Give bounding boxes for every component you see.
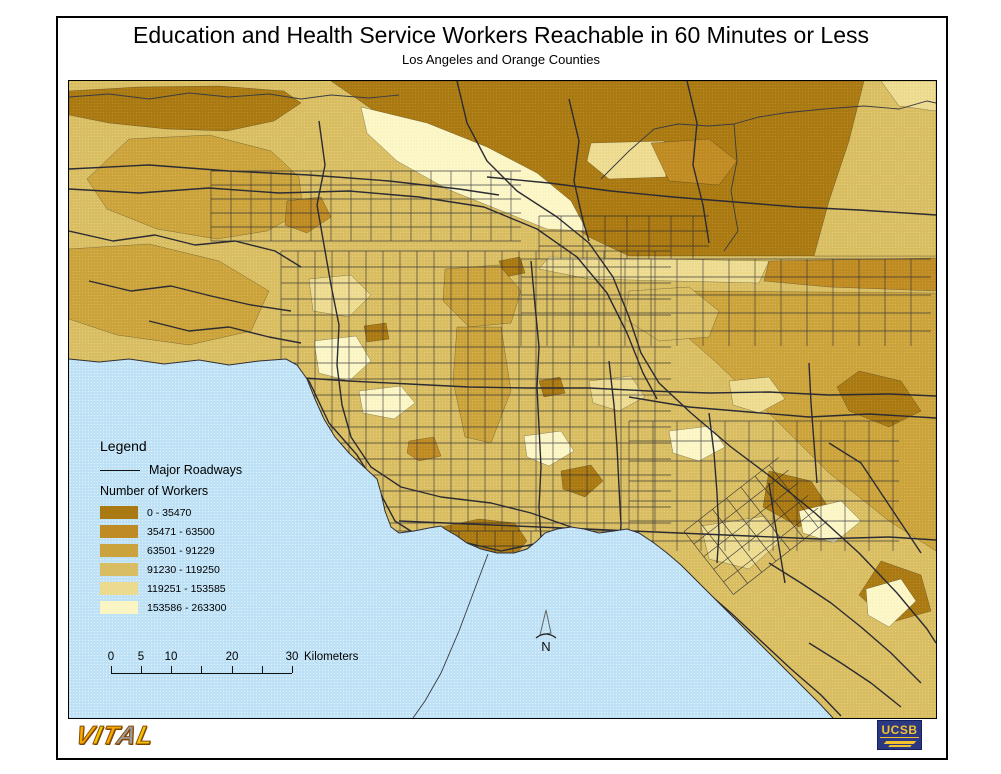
ucsb-logo-wave-2 [887, 745, 912, 747]
legend-class-list: 0 - 35470 35471 - 63500 63501 - 91229 91230… [100, 506, 242, 614]
legend-class-label: 0 - 35470 [147, 506, 192, 519]
north-arrow-icon: N [535, 609, 557, 654]
ucsb-logo-text: UCSB [880, 723, 919, 738]
title-block: Education and Health Service Workers Rea… [56, 22, 946, 67]
scale-tick [262, 666, 263, 673]
legend-swatch [100, 525, 138, 538]
scale-tick [292, 666, 293, 673]
legend-swatch [100, 582, 138, 595]
legend-class-label: 35471 - 63500 [147, 525, 215, 538]
land-layer [69, 81, 936, 718]
legend-heading: Legend [100, 438, 147, 454]
legend-class-row: 35471 - 63500 [100, 525, 242, 538]
north-arrow-arc [535, 633, 557, 639]
north-arrow-triangle [539, 609, 552, 636]
ucsb-logo: UCSB [877, 720, 922, 750]
scale-tick [111, 666, 112, 673]
scale-tick [201, 666, 202, 673]
legend-class-row: 153586 - 263300 [100, 601, 242, 614]
scale-bar-line [111, 673, 292, 674]
legend-class-label: 91230 - 119250 [147, 563, 220, 576]
scale-tick [232, 666, 233, 673]
legend-roadways-row: Major Roadways [100, 463, 242, 477]
scale-unit-label: Kilometers [304, 651, 359, 663]
legend-class-label: 153586 - 263300 [147, 601, 227, 614]
legend-swatch [100, 544, 138, 557]
road-grid-layer [210, 170, 931, 611]
county-line-ocean [412, 553, 489, 718]
scale-tick [171, 666, 172, 673]
scale-label: 5 [137, 651, 145, 663]
scale-bar: 0 5 10 20 30 Kilometers [100, 650, 420, 678]
scale-label: 10 [164, 651, 178, 663]
legend-class-row: 63501 - 91229 [100, 544, 242, 557]
page-title: Education and Health Service Workers Rea… [133, 22, 869, 48]
legend-class-row: 0 - 35470 [100, 506, 242, 519]
vital-logo: VITAL [72, 720, 158, 751]
legend-roadways-label: Major Roadways [149, 463, 243, 477]
map-svg [69, 81, 936, 718]
freeway-layer [69, 81, 936, 717]
legend-workers-heading: Number of Workers [100, 484, 209, 498]
legend-swatch [100, 601, 138, 614]
legend-class-row: 119251 - 153585 [100, 582, 242, 595]
roadway-line-symbol [100, 469, 140, 471]
map-legend: Legend Major Roadways Number of Workers … [100, 438, 242, 620]
scale-label: 20 [225, 651, 239, 663]
map-canvas [68, 80, 937, 719]
page-border [56, 16, 948, 760]
scale-tick [141, 666, 142, 673]
legend-swatch [100, 563, 138, 576]
boundary-layer [69, 92, 936, 252]
ucsb-logo-wave [883, 741, 916, 744]
legend-class-label: 63501 - 91229 [147, 544, 215, 557]
legend-class-row: 91230 - 119250 [100, 563, 242, 576]
legend-swatch [100, 506, 138, 519]
page-subtitle: Los Angeles and Orange Counties [401, 52, 601, 67]
coastline [69, 358, 834, 718]
scale-label: 0 [107, 651, 115, 663]
scale-label: 30 [285, 651, 299, 663]
legend-class-label: 119251 - 153585 [147, 582, 226, 595]
north-label: N [541, 639, 550, 654]
